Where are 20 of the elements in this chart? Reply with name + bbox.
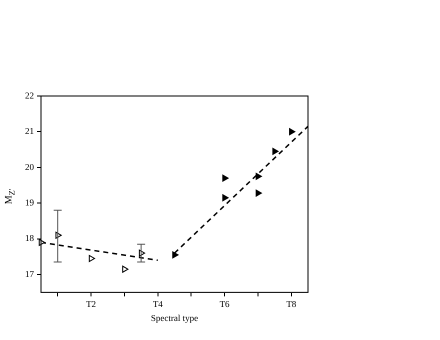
y-tick-label: 17	[25, 268, 34, 279]
x-tick-label: T2	[86, 299, 96, 310]
y-tick-label: 22	[25, 90, 34, 100]
y-tick-label: 19	[25, 197, 34, 208]
point	[272, 148, 279, 155]
point	[122, 266, 128, 273]
x-axis-title: Spectral type	[150, 312, 198, 323]
point	[256, 190, 262, 197]
point	[289, 128, 296, 136]
point	[256, 172, 262, 180]
x-tick-label: T6	[220, 299, 230, 310]
y-tick-label: 21	[25, 126, 34, 136]
point	[172, 251, 178, 258]
x-tick-label: T4	[152, 299, 164, 310]
point	[222, 194, 229, 202]
x-tick-label: T8	[286, 299, 297, 310]
point	[222, 174, 229, 182]
point	[88, 254, 96, 262]
y-tick-label: 18	[25, 233, 34, 244]
y-tick-label: 20	[25, 162, 34, 172]
